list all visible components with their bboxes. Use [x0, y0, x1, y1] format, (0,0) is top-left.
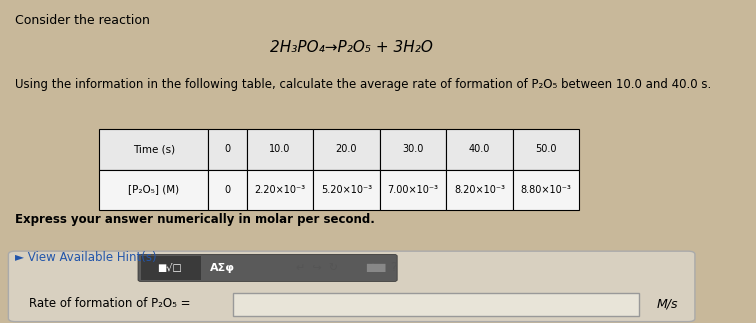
Text: Consider the reaction: Consider the reaction [15, 14, 150, 27]
FancyBboxPatch shape [208, 170, 246, 210]
Text: M/s: M/s [656, 297, 678, 310]
Text: 2H₃PO₄→P₂O₅ + 3H₂O: 2H₃PO₄→P₂O₅ + 3H₂O [270, 40, 433, 55]
Text: 10.0: 10.0 [269, 144, 290, 154]
Text: 7.00×10⁻³: 7.00×10⁻³ [387, 184, 438, 194]
Text: ↵  ↪  ↻: ↵ ↪ ↻ [296, 263, 338, 273]
Text: 5.20×10⁻³: 5.20×10⁻³ [321, 184, 372, 194]
Text: ► View Available Hint(s): ► View Available Hint(s) [15, 251, 157, 264]
FancyBboxPatch shape [246, 130, 313, 170]
Text: ΑΣφ: ΑΣφ [209, 263, 234, 273]
FancyBboxPatch shape [208, 130, 246, 170]
FancyBboxPatch shape [446, 170, 513, 210]
FancyBboxPatch shape [513, 170, 579, 210]
Text: Rate of formation of P₂O₅ =: Rate of formation of P₂O₅ = [29, 297, 191, 310]
Text: 8.80×10⁻³: 8.80×10⁻³ [521, 184, 572, 194]
FancyBboxPatch shape [100, 130, 208, 170]
Text: 0: 0 [225, 144, 231, 154]
FancyBboxPatch shape [138, 255, 397, 282]
Text: Express your answer numerically in molar per second.: Express your answer numerically in molar… [15, 213, 375, 226]
FancyBboxPatch shape [141, 256, 201, 280]
FancyBboxPatch shape [8, 251, 695, 322]
FancyBboxPatch shape [246, 170, 313, 210]
FancyBboxPatch shape [380, 130, 446, 170]
Text: 40.0: 40.0 [469, 144, 490, 154]
FancyBboxPatch shape [513, 130, 579, 170]
FancyBboxPatch shape [446, 130, 513, 170]
Text: Time (s): Time (s) [133, 144, 175, 154]
FancyBboxPatch shape [100, 170, 208, 210]
Text: 30.0: 30.0 [402, 144, 423, 154]
FancyBboxPatch shape [380, 170, 446, 210]
Text: ███: ███ [366, 263, 385, 272]
Text: 50.0: 50.0 [535, 144, 557, 154]
Text: Using the information in the following table, calculate the average rate of form: Using the information in the following t… [15, 78, 711, 91]
Text: 2.20×10⁻³: 2.20×10⁻³ [254, 184, 305, 194]
Text: ?: ? [390, 261, 397, 274]
Text: 8.20×10⁻³: 8.20×10⁻³ [454, 184, 505, 194]
FancyBboxPatch shape [233, 293, 639, 316]
FancyBboxPatch shape [313, 130, 380, 170]
Text: 20.0: 20.0 [336, 144, 357, 154]
FancyBboxPatch shape [313, 170, 380, 210]
Text: ■√□: ■√□ [157, 263, 182, 273]
Text: 0: 0 [225, 184, 231, 194]
Text: [P₂O₅] (M): [P₂O₅] (M) [129, 184, 179, 194]
